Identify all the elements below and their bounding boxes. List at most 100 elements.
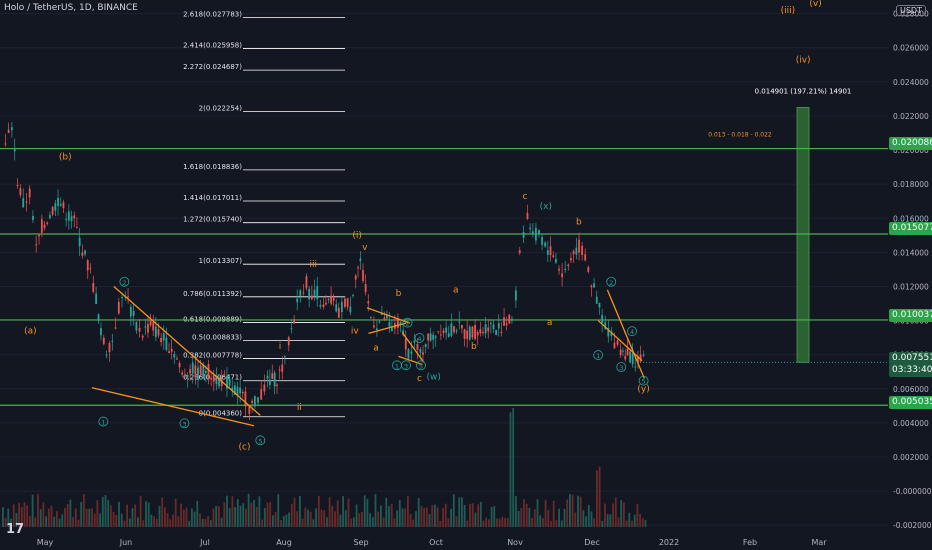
- candle-body: [624, 355, 627, 360]
- volume-bar: [218, 506, 220, 527]
- volume-bar: [515, 496, 517, 527]
- candle-body: [296, 298, 299, 303]
- volume-bar: [461, 497, 463, 527]
- volume-bar: [380, 505, 382, 527]
- candle-body: [284, 356, 286, 358]
- candle-body: [135, 321, 138, 331]
- candle-body: [424, 344, 427, 347]
- candle-body: [19, 188, 22, 196]
- candle-body: [248, 405, 251, 415]
- wave-label: 2: [122, 279, 126, 287]
- volume-bar: [636, 503, 639, 527]
- volume-bar: [474, 512, 477, 527]
- volume-bar: [166, 513, 169, 527]
- wave-label: 2: [609, 279, 613, 287]
- volume-bar: [633, 514, 636, 527]
- candle-body: [437, 331, 440, 333]
- x-axis-tick-label: Mar: [811, 538, 827, 547]
- candle-body: [226, 376, 228, 389]
- candle-body: [476, 331, 479, 336]
- candle-body: [581, 245, 584, 255]
- candle-body: [305, 276, 308, 289]
- volume-bar: [398, 499, 401, 527]
- volume-bar: [69, 499, 72, 527]
- volume-bar: [299, 495, 301, 527]
- candle-body: [54, 203, 57, 211]
- volume-bar: [280, 520, 282, 527]
- volume-bar: [442, 508, 444, 527]
- candle-body: [461, 324, 463, 329]
- candle-body: [593, 283, 595, 288]
- volume-bar: [226, 495, 228, 527]
- volume-bar: [614, 497, 617, 527]
- candle-body: [637, 356, 639, 363]
- candle-body: [310, 295, 313, 300]
- volume-bar: [423, 508, 425, 527]
- candle-body: [299, 290, 302, 297]
- candle-body: [157, 329, 160, 336]
- volume-bar: [101, 496, 104, 527]
- candle-body: [97, 314, 100, 321]
- candle-body: [191, 362, 194, 374]
- volume-bar: [450, 508, 452, 527]
- volume-bar: [577, 495, 579, 527]
- volume-bar: [107, 500, 110, 527]
- candle-body: [466, 330, 469, 340]
- candle-body: [595, 296, 598, 304]
- candle-body: [471, 326, 474, 338]
- candle-body: [558, 268, 560, 271]
- volume-bar: [617, 517, 620, 527]
- trendline: [366, 307, 410, 324]
- volume-bar: [220, 517, 223, 527]
- trendline: [91, 387, 255, 427]
- candle-body: [447, 333, 450, 337]
- candle-body: [25, 201, 28, 203]
- candle-body: [144, 326, 147, 328]
- candle-body: [340, 301, 343, 313]
- volume-bar: [150, 514, 153, 527]
- candle-body: [218, 377, 220, 387]
- tradingview-logo[interactable]: 17: [6, 522, 25, 537]
- wave-label: (iv): [796, 55, 811, 65]
- volume-bar: [296, 511, 299, 527]
- volume-bar: [4, 517, 7, 527]
- price-tag-current: 0.007551: [889, 352, 932, 365]
- volume-bar: [85, 508, 88, 527]
- volume-bar: [64, 507, 66, 527]
- fib-label: 0(0.004360): [199, 410, 243, 418]
- wave-label-circle: [416, 360, 426, 371]
- candle-body: [147, 323, 149, 333]
- volume-bar: [245, 508, 247, 527]
- candle-body: [511, 318, 513, 321]
- candle-body: [223, 374, 226, 376]
- volume-bar: [29, 516, 31, 527]
- volume-bar: [509, 412, 512, 527]
- candle-body: [316, 286, 319, 299]
- volume-bar: [47, 508, 50, 527]
- volume-bar: [177, 516, 180, 527]
- volume-bar: [80, 501, 83, 527]
- wave-label-circle: [401, 360, 411, 371]
- candle-body: [373, 325, 375, 328]
- candle-body: [86, 260, 89, 271]
- volume-bar: [180, 503, 182, 527]
- volume-bar: [347, 498, 350, 527]
- volume-bar: [371, 517, 374, 527]
- candle-body: [327, 299, 330, 301]
- trendline: [401, 332, 424, 362]
- candle-body: [313, 289, 316, 297]
- volume-bar: [285, 514, 288, 527]
- wave-label: b: [396, 289, 402, 299]
- volume-bar: [585, 516, 587, 527]
- candle-body: [402, 330, 405, 335]
- candle-body: [432, 334, 435, 340]
- volume-bar: [363, 495, 366, 527]
- volume-bar: [560, 520, 563, 527]
- volume-bar: [253, 499, 255, 527]
- volume-bar: [479, 501, 482, 527]
- volume-bar: [315, 508, 317, 527]
- currency-button[interactable]: USDT: [896, 5, 926, 16]
- wave-label: 1: [101, 419, 105, 427]
- candle-body: [453, 326, 455, 333]
- volume-bar: [566, 499, 569, 527]
